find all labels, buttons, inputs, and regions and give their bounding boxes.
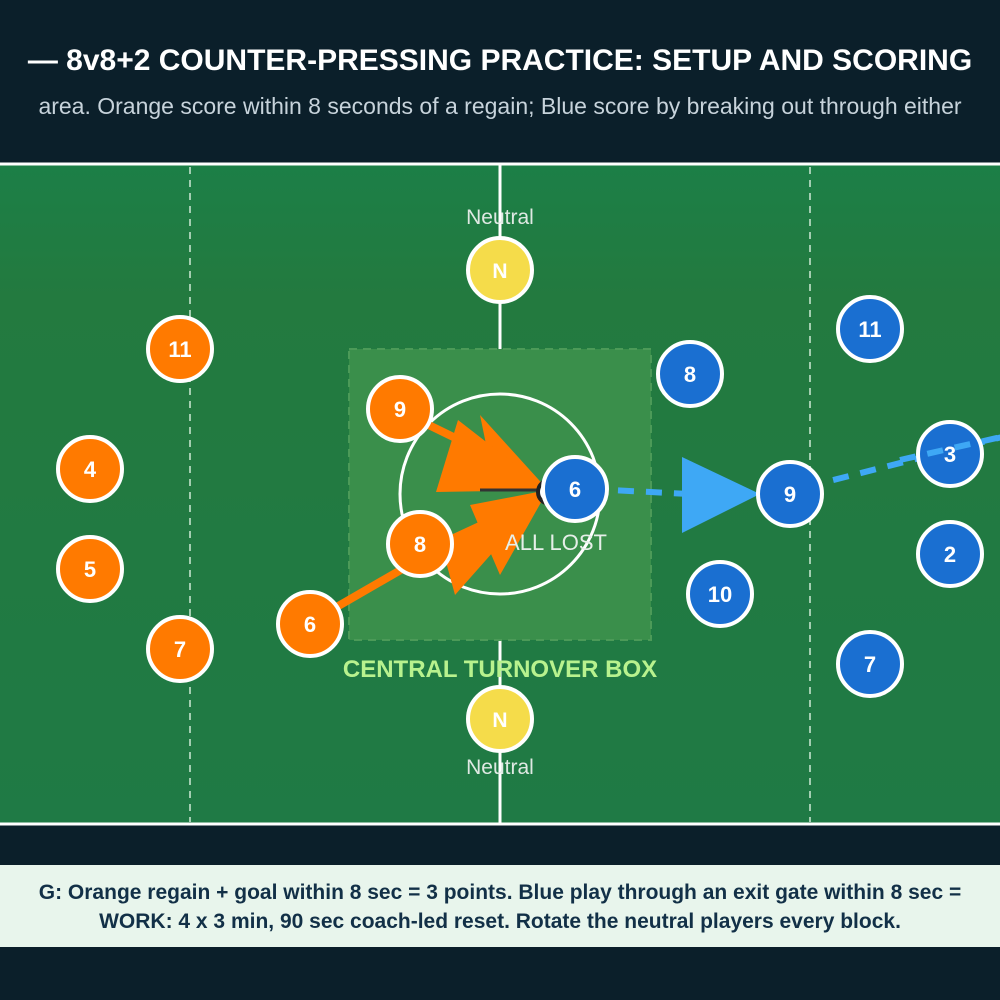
blue-player-number: 11 bbox=[858, 317, 881, 342]
blue-player-marker bbox=[916, 520, 984, 588]
orange-player-marker bbox=[56, 435, 124, 503]
blue-player: 10 bbox=[686, 560, 754, 628]
blue-player-marker bbox=[656, 340, 724, 408]
neutral-player-label: N bbox=[492, 260, 507, 283]
press-arrow bbox=[470, 490, 548, 575]
neutral-caption: Neutral bbox=[466, 756, 534, 779]
blue-player: 6 bbox=[541, 455, 609, 523]
orange-player-number: 5 bbox=[84, 557, 96, 582]
blue-player-number: 10 bbox=[708, 582, 732, 607]
orange-player-marker bbox=[276, 590, 344, 658]
blue-player: 2 bbox=[916, 520, 984, 588]
pass-line-overlay bbox=[899, 434, 1000, 463]
neutral-player-label: N bbox=[492, 709, 507, 732]
blue-player-marker bbox=[916, 420, 984, 488]
orange-player-marker bbox=[146, 615, 214, 683]
ball-lost-label: ALL LOST bbox=[505, 530, 607, 555]
scoring-rule-line: G: Orange regain + goal within 8 sec = 3… bbox=[38, 881, 962, 904]
blue-player-number: 7 bbox=[864, 652, 876, 677]
blue-player-marker bbox=[836, 295, 904, 363]
work-rule-line: WORK: 4 x 3 min, 90 sec coach-led reset.… bbox=[99, 910, 901, 933]
orange-player-marker bbox=[146, 315, 214, 383]
scoring-notes: G: Orange regain + goal within 8 sec = 3… bbox=[0, 865, 1000, 947]
turnover-box-label: CENTRAL TURNOVER BOX bbox=[343, 656, 657, 683]
blue-player: 9 bbox=[756, 460, 824, 528]
orange-player: 8 bbox=[386, 510, 454, 578]
blue-player-marker bbox=[541, 455, 609, 523]
neutral-caption: Neutral bbox=[466, 206, 534, 229]
diagram-subtitle: area. Orange score within 8 seconds of a… bbox=[38, 93, 962, 119]
blue-player-number: 2 bbox=[944, 542, 956, 567]
blue-player-number: 8 bbox=[684, 362, 696, 387]
neutral-player-marker bbox=[466, 685, 534, 753]
orange-player-marker bbox=[366, 375, 434, 443]
orange-player-number: 7 bbox=[174, 637, 186, 662]
orange-player-number: 11 bbox=[168, 337, 191, 362]
pass-arrowhead bbox=[682, 457, 760, 533]
orange-player: 9 bbox=[366, 375, 434, 443]
orange-player-number: 8 bbox=[414, 532, 426, 557]
blue-player-number: 6 bbox=[569, 477, 581, 502]
blue-player-number: 3 bbox=[944, 442, 956, 467]
blue-player-number: 9 bbox=[784, 482, 796, 507]
orange-player: 7 bbox=[146, 615, 214, 683]
orange-player-marker bbox=[56, 535, 124, 603]
blue-player: 11 bbox=[836, 295, 904, 363]
orange-player-number: 4 bbox=[84, 457, 97, 482]
orange-player: 4 bbox=[56, 435, 124, 503]
neutral-player-marker bbox=[466, 236, 534, 304]
neutral-player: N bbox=[466, 685, 534, 753]
orange-player: 6 bbox=[276, 590, 344, 658]
blue-player-marker bbox=[836, 630, 904, 698]
neutral-player: N bbox=[466, 236, 534, 304]
blue-player: 8 bbox=[656, 340, 724, 408]
blue-player-marker bbox=[686, 560, 754, 628]
orange-player-number: 9 bbox=[394, 397, 406, 422]
blue-player: 7 bbox=[836, 630, 904, 698]
orange-player: 11 bbox=[146, 315, 214, 383]
orange-player-number: 6 bbox=[304, 612, 316, 637]
orange-player: 5 bbox=[56, 535, 124, 603]
blue-player-marker bbox=[756, 460, 824, 528]
diagram-title: — 8v8+2 COUNTER-PRESSING PRACTICE: SETUP… bbox=[27, 44, 973, 77]
press-arrows bbox=[306, 407, 548, 627]
blue-player: 3 bbox=[916, 420, 984, 488]
orange-player-marker bbox=[386, 510, 454, 578]
